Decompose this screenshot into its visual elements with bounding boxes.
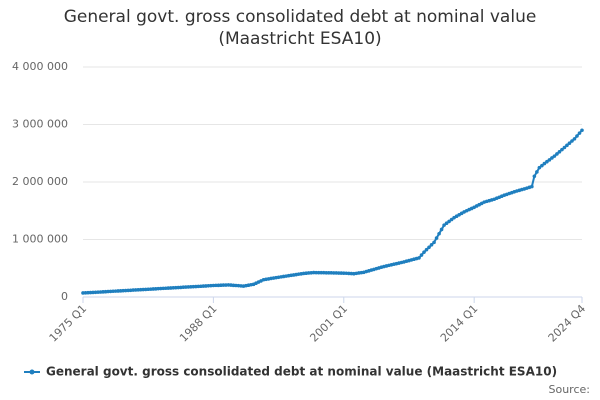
y-tick-label: 1 000 000 [12,233,68,246]
chart-title: General govt. gross consolidated debt at… [63,7,537,49]
data-point [537,165,542,170]
y-tick-label: 3 000 000 [12,118,68,131]
y-tick-label: 2 000 000 [12,175,68,188]
y-tick-label: 4 000 000 [12,60,68,73]
data-point [331,271,336,275]
series-line [82,129,583,294]
data-point [447,219,451,224]
data-point [557,150,562,154]
x-tick-label: 2001 Q1 [307,302,350,345]
y-tick-label: 0 [61,290,68,303]
data-point [417,256,421,260]
x-tick-label: 1975 Q1 [47,302,90,345]
data-point [321,270,326,275]
data-point [424,247,429,252]
data-point [449,217,454,222]
data-point [427,245,431,250]
data-point [319,270,324,275]
data-point [575,134,579,138]
x-tick-label: 1988 Q1 [177,302,220,345]
data-point [439,227,444,232]
data-point [560,147,564,152]
data-point [562,145,567,150]
data-point [334,271,339,275]
data-point [432,240,436,245]
data-point [547,158,552,162]
data-point [422,250,426,254]
x-tick-label: 2014 Q1 [438,302,481,345]
data-point [580,128,584,133]
data-point [316,270,321,275]
data-point [437,231,441,236]
legend-item[interactable]: General govt. gross consolidated debt at… [24,365,557,379]
x-tick-label: 2024 Q4 [546,302,589,345]
data-point [540,163,544,168]
data-point [577,131,582,135]
legend-label: General govt. gross consolidated debt at… [46,365,557,379]
data-point [572,137,577,141]
data-point [530,184,534,189]
data-point [221,283,226,287]
data-point [329,271,334,275]
data-point [444,221,449,226]
legend-symbol-dot [29,369,35,375]
data-point [429,242,434,247]
data-point [326,271,331,275]
data-point [419,253,424,257]
data-point [442,223,446,227]
data-point [550,156,554,160]
data-point [567,141,572,145]
data-point [314,270,319,275]
data-point [555,152,559,156]
data-point [542,161,547,166]
source: Source: [549,383,591,396]
data-point [570,139,574,143]
data-point [545,159,549,164]
data-point [214,283,218,288]
data-point [311,270,316,275]
data-point [336,271,341,275]
data-point [532,174,537,179]
data-point [535,170,539,174]
data-point [434,236,439,240]
data-point [552,154,557,158]
data-point [565,143,569,148]
data-point [339,271,344,275]
data-point [324,270,329,275]
